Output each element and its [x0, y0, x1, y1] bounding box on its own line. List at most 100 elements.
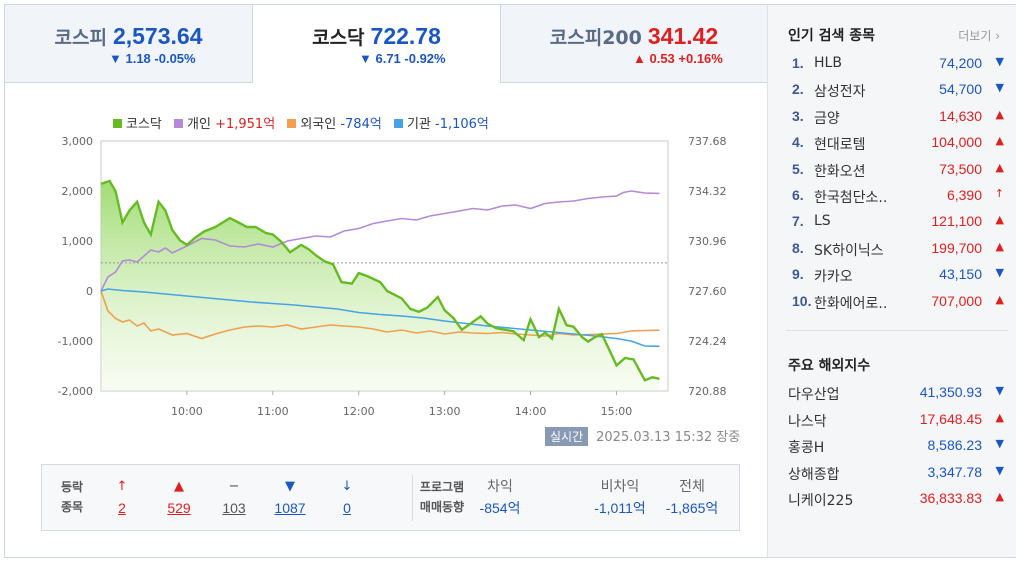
chevron-right-icon: › [991, 29, 1000, 43]
breadth-item[interactable]: ▼ 1087 [270, 477, 310, 519]
popular-name: 카카오 [814, 269, 853, 286]
popular-name: 한화오션 [814, 163, 866, 180]
popular-name: 한화에어로.. [814, 295, 888, 312]
breadth-item[interactable]: ▲ 529 [159, 477, 199, 519]
popular-name: 현대로템 [814, 137, 866, 154]
legend-institution-label: 기관 [406, 117, 431, 132]
program-label-top: 프로그램 [419, 480, 465, 494]
intraday-chart: 3,000 2,000 1,000 0 -1,000 -2,000 737.68 734.32… [58, 135, 727, 418]
tab-kosdaq-change: ▼ 6.71 -0.92% [359, 51, 446, 66]
market-breadth-box: 등락 종목 ↑ 2 ▲ 529 −103 ▼ 1087 ↓ 0 프로그램 매매동향 차익 -854… [41, 464, 740, 531]
popular-item[interactable]: 1. HLB 74,200 ▼ [788, 55, 1006, 81]
popular-title: 인기 검색 종목 [788, 28, 876, 44]
left-axis-tick: -2,000 [58, 385, 93, 398]
right-axis-tick: 730.96 [688, 235, 727, 248]
overseas-title: 주요 해외지수 [788, 358, 871, 374]
popular-item[interactable]: 8. SK하이닉스 199,700 ▲ [788, 240, 1006, 266]
overseas-price: 8,586.23 [927, 437, 983, 454]
chart-timestamp: 2025.03.13 15:32 [596, 430, 713, 445]
breadth-item[interactable]: − 103 [214, 477, 254, 519]
tab-kospi-price: 2,573.64 [112, 23, 203, 49]
legend-individual: 개인 +1,951억 [174, 117, 275, 132]
right-axis-tick: 737.68 [688, 135, 727, 148]
chart-legend: 코스닥 개인 +1,951억 외국인 -784억 기관 -1,106억 [113, 113, 497, 132]
tab-kosdaq-name: 코스닥 [312, 27, 365, 49]
right-axis-tick: 727.60 [688, 285, 727, 298]
program-head: 차익 [487, 479, 513, 495]
up-arrow-icon: ▲ [995, 239, 1004, 253]
legend-swatch-kosdaq [113, 119, 122, 128]
sidebar: 인기 검색 종목 더보기 › 1. HLB 74,200 ▼ 2. 삼성전자 54,700 ▼… [767, 5, 1016, 557]
tab-kospi200[interactable]: 코스피200 341.42 ▲ 0.53 +0.16% [500, 5, 767, 83]
tab-kosdaq-price: 722.78 [370, 23, 441, 49]
program-head: 전체 [679, 479, 705, 495]
right-axis-tick: 720.88 [688, 385, 727, 398]
popular-item[interactable]: 4. 현대로템 104,000 ▲ [788, 134, 1006, 160]
breadth-label-top: 등락 [60, 480, 84, 494]
breadth-arrow-icon: ▲ [174, 479, 184, 494]
realtime-badge[interactable]: 실시간 [545, 427, 589, 446]
legend-swatch-foreign [287, 119, 297, 128]
overseas-item[interactable]: 홍콩H 8,586.23 ▼ [788, 437, 1006, 463]
popular-price: 121,100 [931, 213, 982, 230]
popular-item[interactable]: 2. 삼성전자 54,700 ▼ [788, 81, 1006, 107]
overseas-name: 나스닥 [788, 413, 827, 430]
popular-price: 6,390 [946, 187, 982, 203]
down-arrow-icon: ▼ [995, 55, 1004, 68]
right-axis-tick: 734.32 [688, 185, 727, 198]
breadth-item[interactable]: ↓ 0 [327, 477, 367, 519]
x-axis-tick: 10:00 [171, 405, 203, 418]
right-axis-tick: 724.24 [688, 335, 727, 348]
tab-kospi[interactable]: 코스피 2,573.64 ▼ 1.18 -0.05% [5, 5, 253, 83]
overseas-name: 니케이225 [788, 493, 854, 510]
kosdaq-line [100, 179, 660, 382]
popular-item[interactable]: 3. 금양 14,630 ▲ [788, 108, 1006, 134]
popular-item[interactable]: 9. 카카오 43,150 ▼ [788, 266, 1006, 292]
more-link-label: 더보기 [958, 29, 992, 43]
overseas-item[interactable]: 니케이225 36,833.83 ▲ [788, 490, 1006, 516]
popular-rank: 4. [792, 134, 804, 151]
program-head: 비차익 [600, 479, 640, 495]
popular-price: 104,000 [931, 134, 982, 151]
program-item: 전체 -1,865억 [642, 477, 742, 519]
tab-kospi200-price: 341.42 [647, 23, 719, 49]
popular-item[interactable]: 7. LS 121,100 ▲ [788, 213, 1006, 239]
breadth-count: 529 [167, 500, 191, 516]
popular-item[interactable]: 10. 한화에어로.. 707,000 ▲ [788, 293, 1006, 319]
breadth-arrow-icon: ↑ [116, 479, 128, 494]
more-link[interactable]: 더보기 › [958, 27, 1000, 44]
left-axis-tick: 1,000 [62, 235, 94, 248]
popular-item[interactable]: 6. 한국첨단소.. 6,390 ↑ [788, 187, 1006, 213]
up-arrow-icon: ▲ [995, 134, 1004, 148]
tab-kosdaq[interactable]: 코스닥 722.78 ▼ 6.71 -0.92% [253, 5, 500, 83]
overseas-item[interactable]: 상해종합 3,347.78 ▼ [788, 464, 1006, 490]
program-label-bottom: 매매동향 [419, 500, 465, 514]
popular-name: 한국첨단소.. [814, 190, 888, 206]
popular-rank: 3. [792, 107, 804, 124]
breadth-arrow-icon: ▼ [285, 479, 295, 494]
legend-institution: 기관 -1,106억 [393, 117, 489, 132]
market-state: 장중 [716, 430, 741, 445]
down-arrow-icon: ▼ [995, 81, 1004, 95]
legend-foreign: 외국인 -784억 [287, 117, 382, 132]
down-arrow-icon: ▼ [995, 437, 1004, 451]
popular-price: 199,700 [931, 239, 982, 256]
popular-name: 삼성전자 [814, 84, 866, 101]
program-item: 차익 -854억 [450, 477, 550, 519]
popular-item[interactable]: 5. 한화오션 73,500 ▲ [788, 161, 1006, 187]
overseas-item[interactable]: 나스닥 17,648.45 ▲ [788, 411, 1006, 437]
popular-rank: 1. [792, 55, 804, 71]
popular-rank: 7. [792, 213, 804, 230]
breadth-label: 등락 종목 [50, 477, 94, 517]
overseas-item[interactable]: 다우산업 41,350.93 ▼ [788, 384, 1006, 410]
program-value: -1,865억 [665, 500, 719, 516]
x-axis-tick: 15:00 [601, 405, 633, 418]
popular-price: 73,500 [939, 160, 982, 177]
legend-individual-value: +1,951억 [215, 117, 276, 132]
tab-kospi200-name: 코스피200 [549, 27, 642, 49]
popular-price: 707,000 [931, 292, 982, 309]
overseas-price: 3,347.78 [927, 463, 983, 480]
sidebar-divider [786, 330, 1008, 331]
popular-rank: 9. [792, 266, 804, 283]
breadth-item[interactable]: ↑ 2 [102, 477, 142, 519]
